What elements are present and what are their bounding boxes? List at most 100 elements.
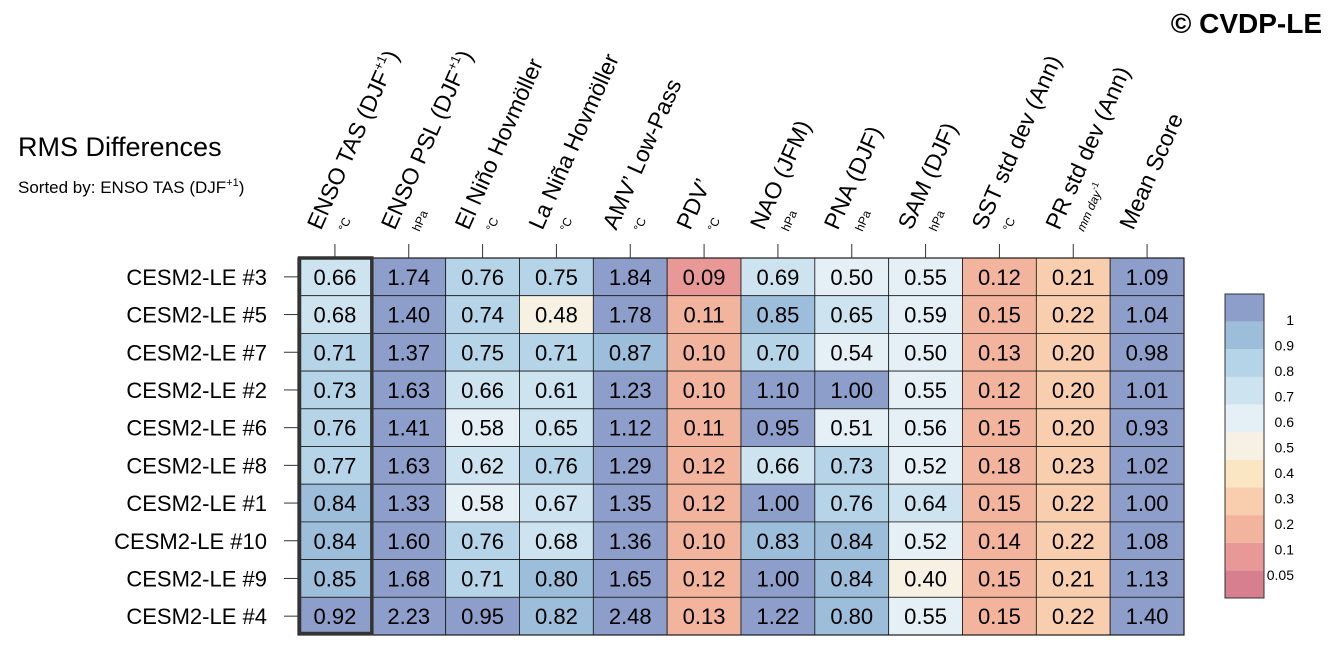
heatmap-cell [519,295,594,334]
heatmap-cell [592,596,668,636]
row-label: CESM2-LE #4 [126,604,267,629]
heatmap-cell [962,446,1037,485]
heatmap-cell [1035,408,1111,447]
cell-value-label: 0.20 [1052,340,1095,365]
heatmap-cell [297,257,373,297]
cell-value-label: 1.68 [387,566,430,591]
column-header-label: Mean Score [1114,109,1188,233]
heatmap-cell [740,446,816,485]
cell-value-label: 1.02 [1126,453,1169,478]
cell-value-label: 0.61 [535,378,578,403]
column-header: PDV’°C [671,175,723,234]
cell-value-label: 0.20 [1052,416,1095,441]
cell-value-label: 1.13 [1126,566,1169,591]
cell-value-label: 0.75 [461,340,504,365]
cell-value-label: 0.85 [314,566,357,591]
heatmap-cell [888,446,963,485]
cell-value-label: 1.23 [609,378,652,403]
cell-value-label: 0.12 [978,378,1021,403]
row-label: CESM2-LE #5 [126,303,267,328]
cell-value-label: 1.00 [1126,491,1169,516]
heatmap-cell [519,559,594,598]
cell-value-label: 0.56 [904,416,947,441]
cell-value-label: 1.36 [609,529,652,554]
row-label: CESM2-LE #6 [126,416,267,441]
cell-value-label: 0.76 [314,416,357,441]
cell-value-label: 0.98 [1126,340,1169,365]
heatmap-cell [740,483,816,523]
cell-value-label: 0.68 [314,303,357,328]
heatmap-cell [519,257,594,297]
cell-value-label: 0.58 [461,491,504,516]
cell-value-label: 1.63 [387,453,430,478]
colorbar-border [1224,293,1265,599]
cell-value-label: 0.10 [683,378,726,403]
heatmap-cell [445,332,520,372]
cell-value-label: 0.76 [461,265,504,290]
heatmap-cell [1109,332,1185,372]
colorbar-band [1225,487,1264,516]
chart-title: RMS Differences [18,132,222,162]
heatmap-cell [888,559,963,598]
heatmap-cell [962,596,1037,636]
colorbar-band [1225,459,1264,488]
heatmap-grid: 0.66 1.74 0.76 0.75 1.84 0.09 0.69 0.50 0.55 0.12… [297,256,1185,636]
heatmap-cell [445,521,520,561]
cell-value-label: 0.73 [830,453,873,478]
cell-value-label: 0.69 [757,265,800,290]
column-unit-label: °C [557,215,575,233]
heatmap-cell [297,370,373,410]
colorbar-tick-label: 0.3 [1275,491,1295,507]
cell-value-label: 1.10 [757,378,800,403]
cell-value-label: 1.22 [757,604,800,629]
column-unit-label: °C [705,215,723,233]
cell-value-label: 0.84 [830,529,873,554]
cell-value-label: 0.95 [461,604,504,629]
column-header: Mean Score [1114,109,1188,233]
chart-subtitle-end: ) [239,178,245,197]
cell-value-label: 0.50 [904,340,947,365]
colorbar-band [1225,376,1264,405]
colorbar-tick-label: 0.4 [1275,465,1295,481]
cell-value-label: 0.65 [830,303,873,328]
cell-value-label: 0.12 [683,453,726,478]
cell-value-label: 0.12 [683,566,726,591]
cell-value-label: 0.84 [314,491,357,516]
cell-value-label: 0.80 [535,566,578,591]
cell-value-label: 0.18 [978,453,1021,478]
heatmap-cell [519,521,594,561]
cell-value-label: 1.12 [609,416,652,441]
cell-value-label: 0.15 [978,303,1021,328]
cell-value-label: 0.20 [1052,378,1095,403]
cell-value-label: 1.29 [609,453,652,478]
colorbar-band [1225,321,1264,350]
colorbar-band [1225,349,1264,377]
cell-value-label: 1.63 [387,378,430,403]
heatmap-cell [666,370,742,410]
heatmap-cell [1109,446,1185,485]
heatmap-cell [445,408,520,447]
colorbar-band [1225,404,1264,433]
heatmap-cell [445,559,520,598]
heatmap-cell [962,370,1037,410]
colorbar-tick-label: 0.9 [1275,338,1295,354]
cell-value-label: 0.12 [683,491,726,516]
cell-value-label: 2.23 [387,604,430,629]
heatmap-cell [814,257,890,297]
cell-value-label: 0.15 [978,566,1021,591]
cell-value-label: 0.15 [978,491,1021,516]
row-labels: CESM2-LE #3 CESM2-LE #5 CESM2-LE #7 CESM2-L… [114,265,298,629]
heatmap-cell [1035,483,1111,523]
colorbar-band [1225,294,1264,322]
column-header-label: NAO (JFM) [745,116,816,233]
cell-value-label: 0.84 [830,566,873,591]
cell-value-label: 0.76 [461,529,504,554]
column-unit-label: hPa [926,208,948,233]
cell-value-label: 2.48 [609,604,652,629]
heatmap-cell [1035,370,1111,410]
cell-value-label: 0.50 [830,265,873,290]
heatmap-cell [740,332,816,372]
cell-value-label: 0.68 [535,529,578,554]
colorbar-band [1225,570,1264,598]
cell-value-label: 0.87 [609,340,652,365]
